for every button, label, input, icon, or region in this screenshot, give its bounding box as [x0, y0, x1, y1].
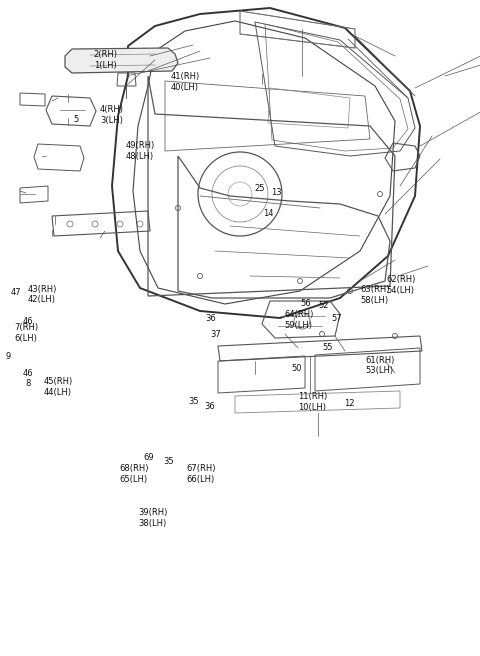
- Text: 5: 5: [73, 115, 78, 124]
- Text: 36: 36: [205, 314, 216, 323]
- Text: 14: 14: [263, 209, 274, 218]
- Text: 69: 69: [143, 453, 154, 462]
- Text: 57: 57: [331, 314, 342, 323]
- Text: 35: 35: [188, 397, 199, 406]
- Text: 25: 25: [254, 184, 265, 194]
- Text: 61(RH)
53(LH): 61(RH) 53(LH): [366, 356, 395, 375]
- Text: 37: 37: [210, 330, 221, 339]
- Text: 8: 8: [25, 379, 30, 388]
- Text: 2(RH)
1(LH): 2(RH) 1(LH): [94, 51, 118, 70]
- Text: 49(RH)
48(LH): 49(RH) 48(LH): [126, 141, 155, 161]
- Text: 45(RH)
44(LH): 45(RH) 44(LH): [43, 377, 72, 397]
- Text: 39(RH)
38(LH): 39(RH) 38(LH): [138, 508, 168, 528]
- Text: 67(RH)
66(LH): 67(RH) 66(LH): [186, 464, 216, 484]
- Text: 64(RH)
59(LH): 64(RH) 59(LH): [284, 310, 313, 330]
- Text: 11(RH)
10(LH): 11(RH) 10(LH): [298, 392, 327, 412]
- Text: 13: 13: [271, 188, 282, 197]
- Text: 41(RH)
40(LH): 41(RH) 40(LH): [170, 72, 200, 92]
- Text: 36: 36: [204, 401, 215, 411]
- Text: 12: 12: [344, 399, 355, 408]
- Text: 46: 46: [23, 317, 34, 326]
- Text: 7(RH)
6(LH): 7(RH) 6(LH): [14, 323, 38, 343]
- Text: 35: 35: [163, 457, 174, 466]
- Text: 4(RH)
3(LH): 4(RH) 3(LH): [100, 105, 124, 125]
- Text: 56: 56: [300, 298, 311, 308]
- Text: 55: 55: [323, 343, 333, 352]
- Text: 46: 46: [23, 369, 34, 379]
- Text: 52: 52: [318, 301, 329, 310]
- Text: 47: 47: [11, 288, 21, 297]
- Text: 50: 50: [292, 364, 302, 373]
- Text: 43(RH)
42(LH): 43(RH) 42(LH): [28, 285, 57, 304]
- Text: 9: 9: [6, 352, 11, 361]
- Text: 68(RH)
65(LH): 68(RH) 65(LH): [119, 464, 148, 484]
- Text: 62(RH)
54(LH): 62(RH) 54(LH): [386, 275, 416, 295]
- Text: 63(RH)
58(LH): 63(RH) 58(LH): [360, 285, 389, 305]
- Polygon shape: [65, 48, 178, 73]
